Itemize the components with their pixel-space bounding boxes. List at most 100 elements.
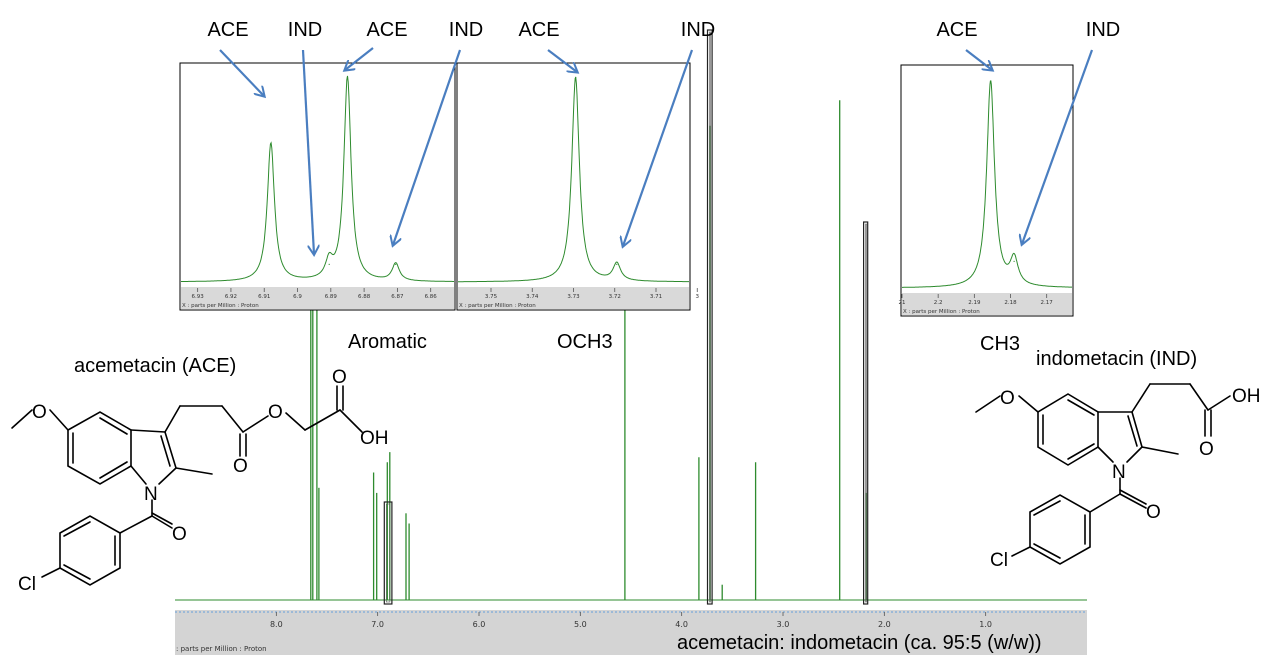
- label-ind-1: IND: [288, 19, 322, 41]
- tick-label: 5.0: [574, 620, 587, 629]
- arrow-ace-3: [547, 49, 577, 72]
- arrow-ace-2: [345, 47, 374, 70]
- arrow-ind-2: [393, 49, 462, 245]
- label-ratio: acemetacin: indometacin (ca. 95:5 (w/w)): [677, 632, 1042, 654]
- inset-och3-ticks: 3.75 3.74 3.73 3.72 3.71 3: [485, 288, 700, 300]
- inset-aromatic-unit: X : parts per Million : Proton: [182, 303, 259, 309]
- zoom-box-2: [862, 221, 869, 605]
- label-acemetacin: acemetacin (ACE): [74, 355, 236, 377]
- arrow-ind-3: [623, 49, 694, 246]
- inset-ch3-unit: X : parts per Million : Proton: [903, 309, 980, 315]
- trace-line: [902, 80, 1072, 288]
- inset-ch3-trace: [902, 80, 1072, 288]
- zoom-box-inner-2: [865, 223, 867, 603]
- tick-label: 6.86: [425, 294, 438, 300]
- ace-atom-cl: Cl: [18, 574, 36, 595]
- ace-atom-n: N: [144, 484, 158, 505]
- arrows: [219, 47, 1094, 254]
- ind-atom-cl: Cl: [990, 550, 1008, 571]
- tick-label: 6.0: [473, 620, 486, 629]
- zoom-box-0: [383, 501, 393, 605]
- label-och3: OCH3: [557, 331, 613, 353]
- acemetacin-structure: O N O O O OH O Cl: [11, 367, 389, 595]
- tick-label: 3.0: [777, 620, 790, 629]
- label-ace-2: ACE: [366, 19, 407, 41]
- tick-label: 6.9: [293, 294, 302, 300]
- ind-atom-n: N: [1112, 462, 1126, 483]
- label-indometacin: indometacin (IND): [1036, 348, 1197, 370]
- inset-och3: 3.75 3.74 3.73 3.72 3.71 3 X : parts per Mill…: [456, 62, 700, 311]
- peak-ind-1: [328, 263, 330, 265]
- arrow-ind-4: [1022, 49, 1094, 244]
- tick-label: 2.18: [1004, 300, 1017, 306]
- ace-atom-o2: O: [233, 456, 248, 477]
- label-ace-3: ACE: [518, 19, 559, 41]
- tick-label: 3.71: [650, 294, 662, 300]
- tick-label: 8.0: [270, 620, 283, 629]
- tick-label: 7.0: [371, 620, 384, 629]
- tick-label: 6.93: [192, 294, 205, 300]
- zoom-region-boxes: [383, 29, 869, 605]
- inset-ch3: 21 2.2 2.19 2.18 2.17 X : parts per Million …: [899, 64, 1074, 317]
- tick-label: 2.0: [878, 620, 891, 629]
- tick-label: 2.17: [1041, 300, 1054, 306]
- inset-och3-trace: [458, 76, 689, 283]
- tick-label: 6.89: [325, 294, 338, 300]
- label-ace-4: ACE: [936, 19, 977, 41]
- peak-ace-0: [575, 76, 577, 78]
- peak-ind-1: [616, 263, 618, 265]
- zoom-box-1: [706, 29, 713, 605]
- trace-line: [181, 75, 454, 282]
- label-ace-1: ACE: [207, 19, 248, 41]
- tick-label: 6.92: [225, 294, 237, 300]
- ind-atom-o1: O: [1000, 388, 1015, 409]
- tick-label: 6.88: [358, 294, 371, 300]
- peak-ind-3: [395, 263, 397, 265]
- tick-label: 6.91: [258, 294, 270, 300]
- tick-label: 3.72: [609, 294, 621, 300]
- inset-aromatic-trace: [181, 75, 454, 282]
- inset-och3-unit: X : parts per Million : Proton: [459, 303, 536, 309]
- inset-aromatic: 6.93 6.92 6.91 6.9 6.89 6.88 6.87 6.86 X : part…: [179, 62, 456, 311]
- tick-label: 21: [899, 300, 906, 306]
- label-ind-3: IND: [681, 19, 715, 41]
- tick-label: 3.75: [485, 294, 498, 300]
- ace-atom-o1: O: [32, 402, 47, 423]
- ind-atom-o2: O: [1199, 439, 1214, 460]
- peak-ind-1: [1013, 260, 1015, 262]
- tick-label: 6.87: [391, 294, 404, 300]
- tick-label: 2.2: [934, 300, 943, 306]
- main-axis-band: [175, 610, 1087, 655]
- peak-ace-0: [990, 80, 992, 83]
- tick-label: 1.0: [979, 620, 992, 629]
- label-aromatic: Aromatic: [348, 331, 427, 353]
- arrow-ind-1: [301, 49, 314, 254]
- tick-label: 3: [696, 294, 700, 300]
- tick-label: 3.74: [526, 294, 539, 300]
- tick-label: 3.73: [567, 294, 580, 300]
- tick-label: 2.19: [968, 300, 981, 306]
- zoom-box-inner-1: [709, 31, 711, 603]
- trace-line: [458, 76, 689, 283]
- peak-ace-0: [270, 142, 272, 144]
- label-ind-2: IND: [449, 19, 483, 41]
- ace-atom-o3: O: [268, 402, 283, 423]
- inset-aromatic-ticks: 6.93 6.92 6.91 6.9 6.89 6.88 6.87 6.86: [192, 288, 438, 300]
- arrow-ace-4: [965, 49, 992, 70]
- ind-atom-oh: OH: [1232, 386, 1261, 407]
- tick-label: 4.0: [675, 620, 688, 629]
- label-ind-4: IND: [1086, 19, 1120, 41]
- ace-atom-o5: O: [172, 524, 187, 545]
- main-axis-unit: : parts per Million : Proton: [176, 645, 267, 653]
- ace-atom-o4: O: [332, 367, 347, 388]
- ind-atom-o3: O: [1146, 502, 1161, 523]
- arrow-ace-1: [219, 49, 264, 96]
- peak-ace-2: [346, 76, 349, 78]
- zoom-box-inner-0: [385, 503, 391, 603]
- label-ch3: CH3: [980, 333, 1020, 355]
- indometacin-structure: O N OH O O Cl: [975, 383, 1261, 571]
- inset-ch3-ticks: 21 2.2 2.19 2.18 2.17: [899, 294, 1054, 306]
- ace-atom-oh: OH: [360, 428, 389, 449]
- main-axis-ticks: 8.0 7.0 6.0 5.0 4.0 3.0 2.0 1.0: [270, 612, 992, 629]
